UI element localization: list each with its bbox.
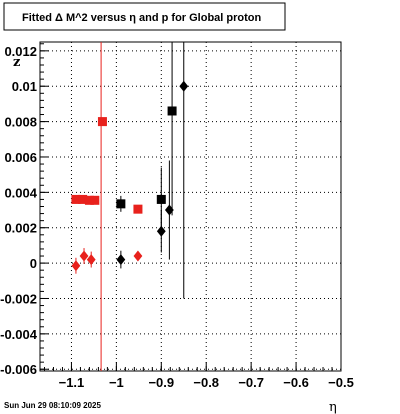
y-tick-label: 0.008: [4, 115, 37, 130]
data-point-diamond: [179, 80, 189, 92]
y-tick-label: -0.002: [0, 291, 37, 306]
chart-title: Fitted Δ M^2 versus η and p for Global p…: [22, 12, 262, 24]
y-tick-label: -0.004: [0, 327, 38, 342]
y-axis-label: z: [13, 55, 20, 70]
data-point-square: [84, 195, 94, 205]
y-tick-labels: -0.006 -0.004 -0.002 0 0.002 0.004 0.006 0.008 0…: [0, 44, 38, 377]
x-tick-label: −0.6: [283, 375, 309, 390]
x-tick-labels: −1.1 −1 −0.9 −0.8 −0.7 −0.6 −0.5: [59, 375, 354, 390]
y-tick-label: 0.006: [4, 150, 37, 165]
y-tick-label: 0.004: [4, 185, 37, 200]
y-tick-label: 0.01: [12, 79, 37, 94]
x-tick-label: −1: [109, 375, 124, 390]
data-point-square: [97, 117, 107, 127]
data-point-diamond: [71, 260, 81, 272]
data-point-square: [167, 106, 177, 116]
data-point-square: [133, 204, 143, 214]
x-tick-label: −0.5: [328, 375, 354, 390]
data-point-diamond: [86, 254, 96, 266]
y-tick-label: -0.006: [0, 362, 37, 377]
data-point-diamond: [133, 250, 143, 262]
y-tick-label: 0: [30, 256, 37, 271]
data-point-square: [116, 199, 126, 209]
timestamp: Sun Jun 29 08:10:09 2025: [4, 401, 101, 410]
x-tick-label: −0.7: [238, 375, 264, 390]
data-point-diamond: [156, 225, 166, 237]
grid: [40, 42, 341, 371]
x-tick-label: −1.1: [59, 375, 85, 390]
y-tick-label: 0.002: [4, 221, 37, 236]
data-point-square: [90, 195, 100, 205]
x-axis-label: η: [329, 400, 337, 414]
data-point-diamond: [116, 254, 126, 266]
y-tick-label: 0.012: [4, 44, 37, 59]
data-point-diamond: [79, 250, 89, 262]
data-marks: [71, 42, 189, 371]
axes: [40, 43, 342, 371]
data-point-square: [71, 194, 81, 204]
data-point-square: [156, 194, 166, 204]
data-point-diamond: [164, 204, 174, 216]
title-box: [3, 2, 286, 31]
data-point-square: [78, 194, 88, 204]
x-tick-label: −0.9: [148, 375, 174, 390]
x-tick-label: −0.8: [193, 375, 219, 390]
